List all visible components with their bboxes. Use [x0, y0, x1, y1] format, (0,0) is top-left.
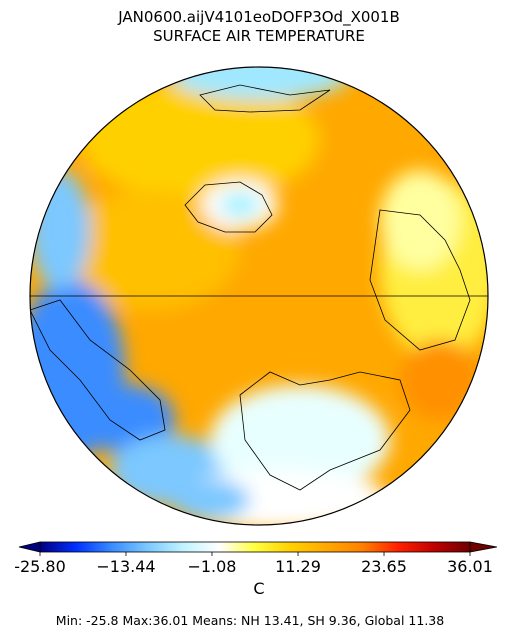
- globe-outline: [29, 66, 489, 526]
- colorbar-high-extension: [469, 541, 498, 553]
- colorbar-tick-label: 11.29: [275, 557, 321, 576]
- colorbar-scale: [39, 541, 471, 553]
- colorbar-tick-label: 23.65: [361, 557, 407, 576]
- subtitle: SURFACE AIR TEMPERATURE: [153, 27, 365, 45]
- colorbar-tick-label: 36.01: [447, 557, 493, 576]
- footer-stats: Min: -25.8 Max:36.01 Means: NH 13.41, SH…: [56, 613, 444, 628]
- title: JAN0600.aijV4101eoDOFP3Od_X001B: [117, 8, 400, 27]
- globe-map: [30, 67, 488, 525]
- colorbar-tick-label: -25.80: [14, 557, 66, 576]
- colorbar-low-extension: [18, 541, 41, 553]
- colorbar-tick-label: −1.08: [187, 557, 236, 576]
- colorbar: -25.80 −13.44 −1.08 11.29 23.65 36.01: [14, 541, 498, 576]
- colorbar-tick-label: −13.44: [96, 557, 155, 576]
- colorbar-unit: C: [253, 579, 264, 598]
